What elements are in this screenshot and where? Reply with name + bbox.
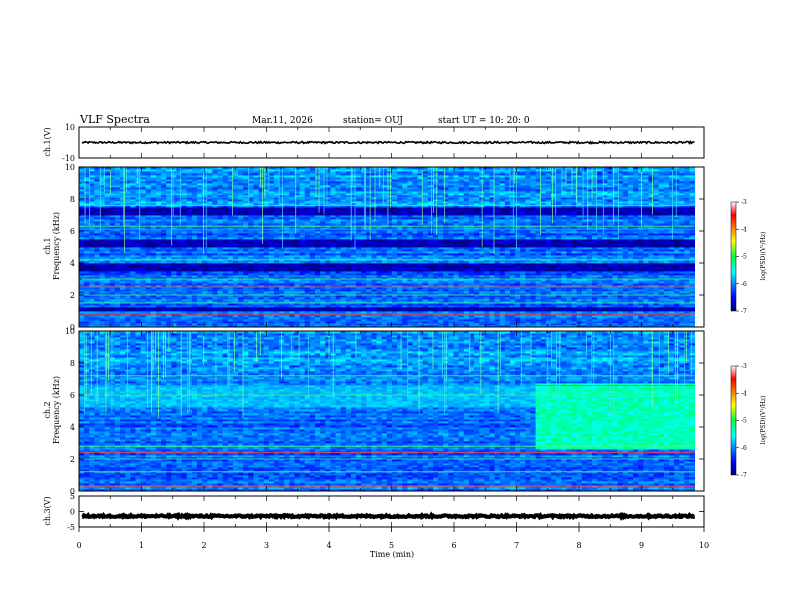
ch3-waveform-panel: 5 0 -5 (67, 492, 705, 532)
colorbar-tick-label: -5 (741, 254, 747, 261)
date-label: Mar.11, 2026 (252, 116, 313, 126)
ch1-colorbar: -3 -4 -5 -6 -7 (730, 199, 747, 315)
time-axis-tick-label: 6 (451, 541, 456, 550)
ch1-spectrogram-ylabel-line1: ch.1 (43, 237, 52, 254)
ch2-spectrogram-ytick-label: 8 (70, 359, 75, 368)
colorbar-tick-label: -7 (741, 308, 747, 315)
colorbar-tick-label: -4 (741, 226, 747, 233)
station-label: station= OUJ (343, 116, 403, 126)
ch1-spectrogram-ylabel-line2: Frequency (kHz) (52, 212, 61, 280)
ch3-waveform-ytick-label: 0 (70, 508, 75, 517)
ch1-spectrogram-heatmap (79, 167, 696, 328)
time-axis-tick-label: 2 (201, 541, 206, 550)
time-axis-tick-label: 4 (326, 541, 331, 550)
ch1-spectrogram-ytick-label: 2 (70, 291, 75, 300)
ch3-waveform-ylabel: ch.3(V) (43, 496, 52, 525)
time-axis: 0 1 2 3 4 5 6 7 8 9 10 (76, 527, 709, 550)
ch1-waveform-trace (81, 140, 695, 146)
time-axis-tick-label: 9 (639, 541, 644, 550)
ch2-colorbar: -3 -4 -5 -6 -7 (730, 363, 747, 479)
ch2-spectrogram-ylabel-line2: Frequency (kHz) (52, 376, 61, 444)
ch1-spectrogram-ytick-label: 0 (70, 323, 75, 332)
ch2-spectrogram-ylabel-line1: ch.2 (43, 401, 52, 418)
ch1-waveform-ytick-label: 10 (65, 123, 75, 132)
ch1-waveform-ylabel: ch.1(V) (43, 127, 52, 156)
colorbar-tick-label: -3 (741, 363, 747, 370)
ch1-waveform-panel: 10 -10 (62, 123, 705, 163)
figure-title: VLF Spectra (79, 113, 150, 126)
ch2-spectrogram-ytick-label: 2 (70, 455, 75, 464)
ch2-spectrogram-ytick-label: 4 (70, 423, 75, 432)
time-axis-tick-label: 8 (576, 541, 581, 550)
colorbar-tick-label: -4 (741, 390, 747, 397)
time-axis-tick-label: 1 (139, 541, 144, 550)
time-axis-tick-label: 3 (264, 541, 269, 550)
time-axis-tick-label: 7 (514, 541, 519, 550)
colorbar-tick-label: -6 (741, 445, 747, 452)
ch2-spectrogram-ytick-label: 0 (70, 487, 75, 496)
ch2-spectrogram-heatmap (79, 331, 696, 492)
ch1-spectrogram-panel: 0 2 4 6 8 10 (65, 163, 705, 332)
ch2-spectrogram-ytick-label: 6 (70, 391, 75, 400)
ch1-spectrogram-ytick-label: 8 (70, 195, 75, 204)
ch1-spectrogram-ytick-label: 10 (65, 163, 75, 172)
ch1-spectrogram-ytick-label: 4 (70, 259, 75, 268)
ch2-spectrogram-ytick-label: 10 (65, 327, 75, 336)
ch3-waveform-ytick-label: -5 (67, 523, 75, 532)
colorbar-gradient (730, 201, 737, 312)
ch1-spectrogram-ytick-label: 6 (70, 227, 75, 236)
time-axis-tick-label: 0 (76, 541, 81, 550)
time-axis-tick-label: 5 (389, 541, 394, 550)
ch1-colorbar-label: log(PSD)(V²/Hz) (760, 232, 767, 281)
ch2-colorbar-label: log(PSD)(V²/Hz) (760, 396, 767, 445)
colorbar-gradient (730, 365, 737, 476)
start-time-label: start UT = 10: 20: 0 (438, 116, 530, 126)
colorbar-tick-label: -5 (741, 418, 747, 425)
colorbar-tick-label: -6 (741, 281, 747, 288)
colorbar-tick-label: -7 (741, 472, 747, 479)
ch3-waveform-ytick-label: 5 (70, 492, 75, 501)
ch2-spectrogram-panel: 0 2 4 6 8 10 (65, 327, 705, 496)
ch1-waveform-ytick-label: -10 (62, 154, 75, 163)
ch3-waveform-trace (81, 511, 695, 521)
colorbar-tick-label: -3 (741, 199, 747, 206)
time-axis-label: Time (min) (370, 550, 414, 559)
time-axis-tick-label: 10 (699, 541, 709, 550)
